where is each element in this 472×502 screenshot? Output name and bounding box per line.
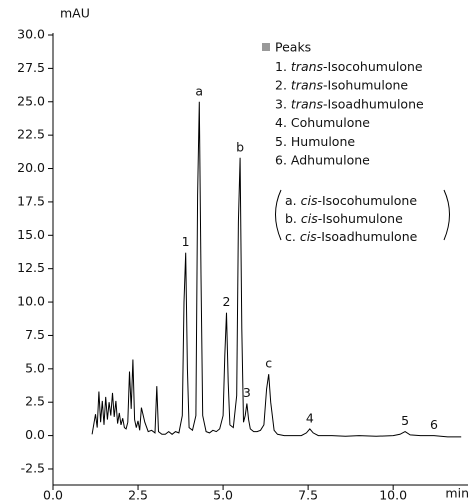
legend-text: 3. <box>275 96 291 111</box>
legend-item: 4. Cohumulone <box>275 115 370 130</box>
y-tick-label: 25.0 <box>17 93 45 108</box>
peak-label: 2 <box>223 294 231 309</box>
legend-text: trans <box>291 59 324 74</box>
peak-label: b <box>236 139 244 154</box>
legend-text: cis <box>301 211 318 226</box>
legend-text: -Isocohumulone <box>323 59 423 74</box>
legend-item: 5. Humulone <box>275 133 355 148</box>
peak-label: 4 <box>306 410 314 425</box>
paren <box>443 189 450 241</box>
legend-text: -Isohumulone <box>323 77 408 92</box>
peak-label: 5 <box>401 413 409 428</box>
peak-label: c <box>265 356 272 371</box>
legend-text: -Isoadhumulone <box>317 229 418 244</box>
y-tick-label: 10.0 <box>17 294 45 309</box>
x-tick-label: 2.5 <box>128 488 148 502</box>
peak-label: 6 <box>430 417 438 432</box>
y-tick-label: 30.0 <box>17 27 45 42</box>
legend-text: -Isoadhumulone <box>323 96 424 111</box>
legend-text: -Isocohumulone <box>317 193 417 208</box>
legend-item: b. cis-Isohumulone <box>285 211 403 226</box>
paren <box>275 189 282 241</box>
y-tick-label: 17.5 <box>17 193 45 208</box>
legend-text: b. <box>285 211 301 226</box>
y-tick-label: 15.0 <box>17 227 45 242</box>
legend-text: 5. Humulone <box>275 133 355 148</box>
y-tick-label: -2.5 <box>21 460 45 475</box>
y-tick-label: 5.0 <box>25 360 45 375</box>
trace <box>91 101 462 438</box>
y-tick-label: 2.5 <box>25 394 45 409</box>
legend-text: 2. <box>275 77 291 92</box>
legend-text: cis <box>300 229 317 244</box>
y-tick-label: 0.0 <box>25 427 45 442</box>
y-axis-label: mAU <box>60 6 90 21</box>
legend-item: 6. Adhumulone <box>275 152 370 167</box>
x-tick-label: 0.0 <box>43 488 63 502</box>
legend-text: trans <box>291 77 324 92</box>
legend-text: 1. <box>275 59 291 74</box>
x-tick-label: 5.0 <box>213 488 233 502</box>
legend-text: c. <box>285 229 300 244</box>
peak-label: a <box>195 83 203 98</box>
legend-item: c. cis-Isoadhumulone <box>285 229 418 244</box>
legend-item: 1. trans-Isocohumulone <box>275 59 423 74</box>
legend-item: a. cis-Isocohumulone <box>285 193 417 208</box>
legend-item: 3. trans-Isoadhumulone <box>275 96 424 111</box>
y-tick-label: 22.5 <box>17 127 45 142</box>
legend-text: trans <box>291 96 324 111</box>
legend-text: 4. Cohumulone <box>275 115 370 130</box>
legend-item: 2. trans-Isohumulone <box>275 77 408 92</box>
x-tick-label: 10.0 <box>379 488 407 502</box>
peak-label: 3 <box>243 385 251 400</box>
peak-label: 1 <box>182 234 190 249</box>
legend-text: a. <box>285 193 301 208</box>
y-tick-label: 12.5 <box>17 260 45 275</box>
y-tick-label: 7.5 <box>25 327 45 342</box>
legend-title: Peaks <box>275 40 311 55</box>
y-tick-label: 27.5 <box>17 60 45 75</box>
x-tick-label: 7.5 <box>298 488 318 502</box>
legend-text: 6. Adhumulone <box>275 152 370 167</box>
legend-text: cis <box>301 193 318 208</box>
legend-text: -Isohumulone <box>318 211 403 226</box>
x-axis-label: min <box>445 486 469 501</box>
y-tick-label: 20.0 <box>17 160 45 175</box>
legend-marker <box>262 43 270 51</box>
